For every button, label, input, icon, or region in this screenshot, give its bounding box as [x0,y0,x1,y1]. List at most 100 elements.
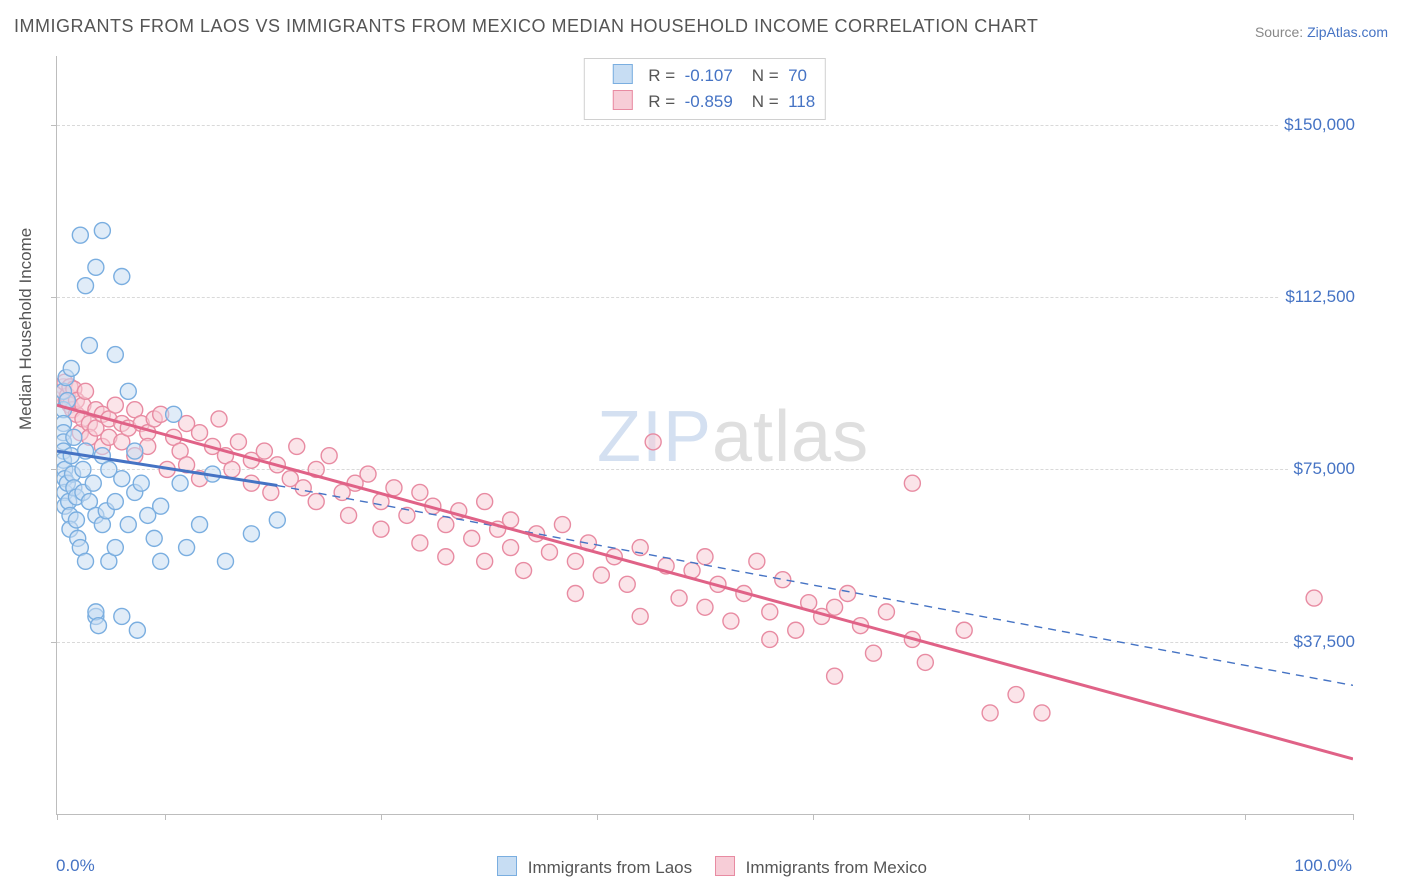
scatter-point-laos [120,383,136,399]
x-tick [597,814,598,820]
scatter-point-laos [114,269,130,285]
scatter-point-laos [172,475,188,491]
scatter-point-mexico [516,563,532,579]
scatter-point-laos [66,429,82,445]
scatter-point-mexico [567,553,583,569]
scatter-point-mexico [295,480,311,496]
scatter-point-laos [90,618,106,634]
n-value-mexico: 118 [788,92,815,111]
scatter-point-mexico [308,494,324,510]
scatter-point-laos [129,622,145,638]
scatter-point-laos [94,223,110,239]
scatter-point-laos [107,347,123,363]
scatter-point-mexico [438,517,454,533]
scatter-point-laos [63,360,79,376]
scatter-point-mexico [878,604,894,620]
n-value-laos: 70 [788,66,807,85]
scatter-point-laos [68,512,84,528]
x-tick [813,814,814,820]
scatter-point-laos [107,494,123,510]
trendline-laos-dashed [277,486,1353,686]
scatter-point-mexico [373,521,389,537]
scatter-point-mexico [554,517,570,533]
source-link[interactable]: ZipAtlas.com [1307,24,1388,40]
scatter-point-laos [166,406,182,422]
scatter-point-mexico [632,608,648,624]
scatter-point-laos [114,608,130,624]
scatter-point-mexico [256,443,272,459]
scatter-point-laos [78,553,94,569]
scatter-point-mexico [1306,590,1322,606]
scatter-point-mexico [107,397,123,413]
scatter-point-laos [85,475,101,491]
source-attribution: Source: ZipAtlas.com [1255,24,1388,40]
x-tick [1029,814,1030,820]
x-tick [1245,814,1246,820]
correlation-row-laos: R = -0.107 N = 70 [595,63,815,89]
scatter-point-mexico [762,604,778,620]
scatter-point-mexico [956,622,972,638]
scatter-point-laos [75,461,91,477]
scatter-point-mexico [567,585,583,601]
scatter-point-mexico [775,572,791,588]
chart-title: IMMIGRANTS FROM LAOS VS IMMIGRANTS FROM … [14,16,1038,37]
scatter-point-mexico [827,668,843,684]
scatter-point-mexico [982,705,998,721]
scatter-point-mexico [827,599,843,615]
r-value-laos: -0.107 [685,66,733,85]
x-tick [381,814,382,820]
scatter-point-laos [72,227,88,243]
scatter-point-mexico [192,425,208,441]
scatter-point-laos [107,540,123,556]
scatter-point-laos [153,553,169,569]
scatter-point-mexico [360,466,376,482]
legend-label-mexico: Immigrants from Mexico [746,858,927,877]
legend-label-laos: Immigrants from Laos [528,858,692,877]
scatter-point-laos [192,517,208,533]
scatter-point-mexico [671,590,687,606]
scatter-point-mexico [749,553,765,569]
scatter-point-mexico [697,599,713,615]
scatter-point-laos [153,498,169,514]
scatter-point-mexico [386,480,402,496]
scatter-point-mexico [723,613,739,629]
scatter-point-mexico [788,622,804,638]
chart-plot-area: $37,500$75,000$112,500$150,000 ZIPatlas … [56,56,1353,815]
scatter-point-mexico [464,530,480,546]
scatter-point-mexico [230,434,246,450]
scatter-point-mexico [904,475,920,491]
scatter-point-mexico [321,448,337,464]
scatter-point-laos [146,530,162,546]
x-tick [165,814,166,820]
scatter-point-mexico [762,631,778,647]
y-axis-title: Median Household Income [16,228,36,430]
source-label: Source: [1255,24,1307,40]
swatch-mexico [613,90,633,110]
correlation-row-mexico: R = -0.859 N = 118 [595,89,815,115]
scatter-point-mexico [78,383,94,399]
scatter-point-mexico [341,507,357,523]
x-tick [57,814,58,820]
scatter-point-laos [114,471,130,487]
correlation-legend: R = -0.107 N = 70 R = -0.859 N = 118 [584,58,826,120]
x-tick [1353,814,1354,820]
scatter-point-mexico [865,645,881,661]
scatter-point-mexico [477,553,493,569]
scatter-point-laos [243,526,259,542]
scatter-point-mexico [840,585,856,601]
scatter-point-mexico [503,540,519,556]
scatter-point-mexico [477,494,493,510]
trendline-mexico [57,405,1353,759]
swatch-laos [613,64,633,84]
scatter-point-mexico [211,411,227,427]
scatter-point-mexico [289,438,305,454]
scatter-point-mexico [1034,705,1050,721]
scatter-point-laos [120,517,136,533]
scatter-point-laos [127,443,143,459]
scatter-point-mexico [438,549,454,565]
scatter-point-mexico [619,576,635,592]
legend-swatch-mexico [715,856,735,876]
scatter-point-mexico [224,461,240,477]
scatter-svg [57,56,1353,814]
scatter-point-mexico [503,512,519,528]
